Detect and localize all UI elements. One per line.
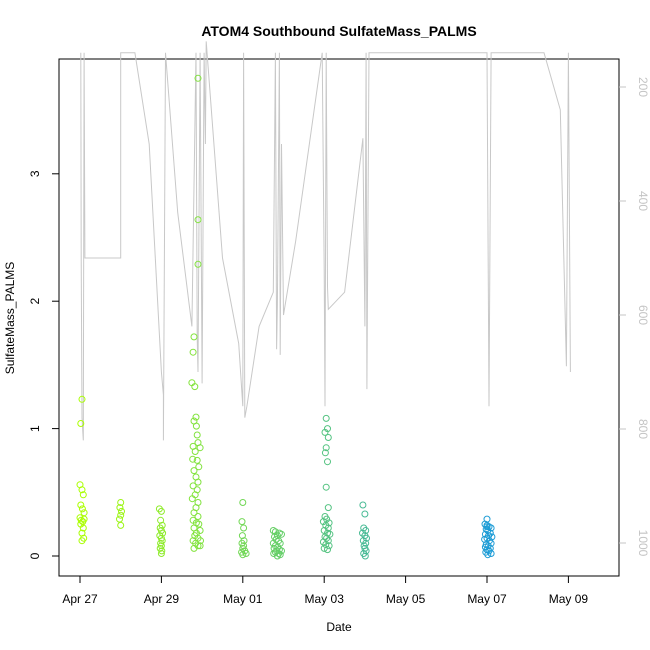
data-point xyxy=(194,216,202,224)
y-axis-label: SulfateMass_PALMS xyxy=(3,262,17,375)
data-point xyxy=(158,547,166,555)
data-point xyxy=(189,455,197,463)
data-point xyxy=(359,501,367,509)
data-point xyxy=(242,550,250,557)
data-point xyxy=(194,260,202,268)
data-point xyxy=(194,513,202,520)
data-point xyxy=(117,511,125,519)
data-point xyxy=(116,504,124,512)
x-tick-label: Apr 29 xyxy=(144,592,180,606)
data-point xyxy=(361,552,369,560)
data-point xyxy=(157,550,165,557)
data-point xyxy=(322,444,330,452)
data-point xyxy=(195,520,203,528)
data-point xyxy=(192,422,200,430)
data-point xyxy=(78,486,86,494)
data-point xyxy=(193,431,201,439)
data-point xyxy=(190,467,198,475)
x-axis: Apr 27 Apr 29 May 01 May 03 May 05 May 07 May … xyxy=(62,575,589,606)
data-point xyxy=(190,509,198,517)
data-point xyxy=(117,499,125,506)
data-point xyxy=(481,530,489,538)
data-point xyxy=(322,414,330,422)
data-point xyxy=(80,509,88,517)
data-point xyxy=(118,507,125,515)
data-point xyxy=(191,383,199,391)
data-point xyxy=(117,521,125,529)
right-tick-label: 1000 xyxy=(636,530,650,557)
scatter-points-layer xyxy=(76,74,496,560)
data-point xyxy=(190,333,198,341)
pressure-track-layer xyxy=(80,41,571,441)
data-point xyxy=(194,478,202,486)
y-tick-label: 3 xyxy=(28,170,42,177)
data-point xyxy=(273,552,281,560)
data-point xyxy=(239,499,247,506)
data-point xyxy=(116,515,123,523)
data-point xyxy=(482,525,490,533)
y-axis: 0 1 2 3 xyxy=(28,170,59,559)
data-point xyxy=(78,505,86,513)
data-point xyxy=(239,551,247,559)
data-point xyxy=(278,530,285,538)
data-point xyxy=(188,495,196,503)
x-tick-label: May 07 xyxy=(467,592,507,606)
plot-frame xyxy=(58,58,620,577)
data-point xyxy=(190,544,198,552)
right-pressure-axis: 200 400 600 800 1000 xyxy=(619,77,650,557)
data-point xyxy=(271,528,279,536)
x-tick-label: May 01 xyxy=(223,592,263,606)
data-point xyxy=(324,504,332,512)
chart-title: ATOM4 Southbound SulfateMass_PALMS xyxy=(201,23,476,39)
data-point xyxy=(487,550,495,557)
data-point xyxy=(79,491,87,499)
data-point xyxy=(320,544,328,552)
x-tick-label: May 09 xyxy=(549,592,589,606)
y-tick-label: 0 xyxy=(28,552,42,559)
data-point xyxy=(78,537,86,545)
data-point xyxy=(240,524,248,532)
data-point xyxy=(189,482,197,490)
data-point xyxy=(196,542,204,550)
data-point xyxy=(238,518,246,526)
data-point xyxy=(195,463,203,471)
right-tick-label: 400 xyxy=(636,191,650,211)
data-point xyxy=(77,420,85,427)
data-point xyxy=(322,483,330,491)
y-tick-label: 1 xyxy=(28,425,42,432)
y-tick-label: 2 xyxy=(28,298,42,305)
data-point xyxy=(324,434,332,441)
pressure-line xyxy=(80,41,571,441)
x-tick-label: Apr 27 xyxy=(62,592,98,606)
data-point xyxy=(321,428,329,436)
data-point xyxy=(321,449,329,457)
data-point xyxy=(194,74,202,82)
right-tick-label: 600 xyxy=(636,305,650,325)
data-point xyxy=(193,456,201,464)
data-point xyxy=(324,458,331,466)
data-point xyxy=(189,348,197,356)
data-point xyxy=(361,510,369,518)
data-point xyxy=(157,507,165,515)
data-point xyxy=(78,395,86,403)
data-point xyxy=(324,546,331,554)
right-tick-label: 800 xyxy=(636,419,650,439)
x-axis-label: Date xyxy=(326,620,352,634)
right-tick-label: 200 xyxy=(636,77,650,97)
data-point xyxy=(191,448,199,455)
data-point xyxy=(79,524,87,532)
data-point xyxy=(80,515,88,523)
data-point xyxy=(484,551,492,559)
data-point xyxy=(77,501,85,509)
x-tick-label: May 03 xyxy=(305,592,345,606)
data-point xyxy=(192,413,200,421)
data-point xyxy=(196,444,204,452)
x-tick-label: May 05 xyxy=(386,592,426,606)
